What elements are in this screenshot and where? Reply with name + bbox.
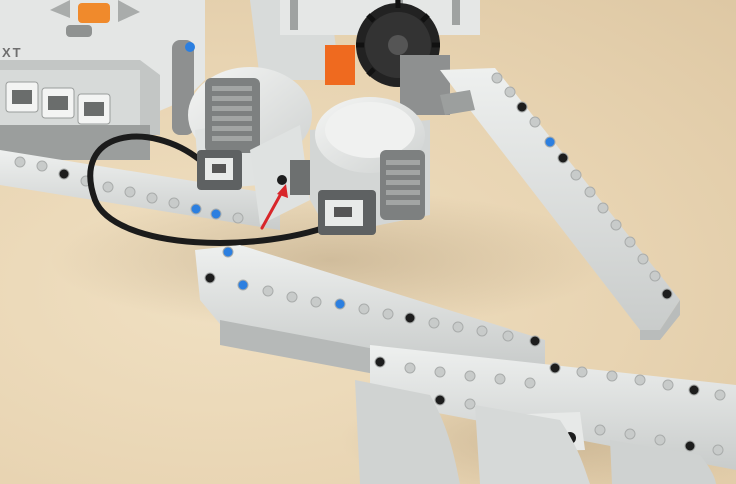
shadow [50,190,610,330]
curved-panel [610,440,716,484]
orange-button-icon [78,3,110,23]
sensor-ports [5,81,111,125]
lower-beam [355,345,736,484]
curved-panel [355,380,460,484]
gray-button-icon [66,25,92,37]
red-arrow-icon [260,184,288,230]
motor-cable [87,133,343,246]
right-button-icon [118,0,140,22]
motor-right [310,97,430,235]
orange-part [325,45,355,85]
nxt-brick: XT [0,0,205,160]
frame-beam [0,150,280,230]
gray-connector [400,55,450,115]
left-button-icon [50,0,70,18]
diagonal-arm-beam [440,68,680,340]
curved-panel [475,405,590,484]
front-beam-assembly [195,245,545,375]
brick-label: XT [2,45,23,60]
